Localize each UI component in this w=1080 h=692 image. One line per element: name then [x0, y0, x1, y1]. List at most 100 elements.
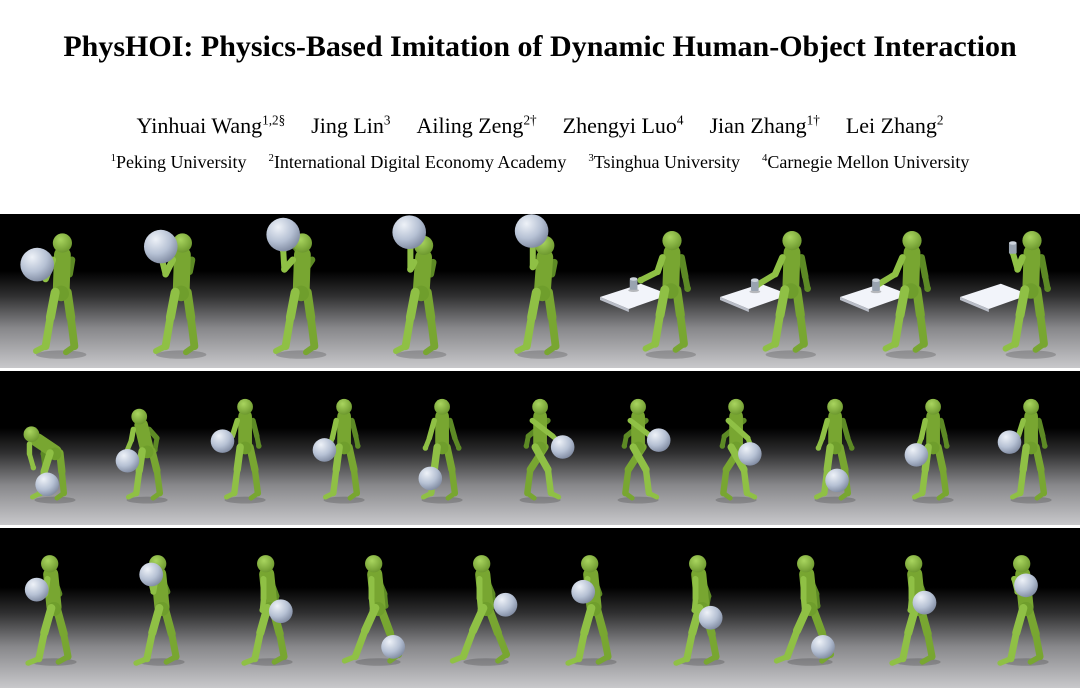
humanoid-render-lift5: [514, 213, 568, 359]
ball: [418, 466, 442, 490]
motion-frame: [884, 371, 982, 525]
humanoid-render-lift3: [266, 217, 327, 359]
motion-frame: [432, 528, 540, 688]
author-name: Jing Lin3: [311, 112, 391, 138]
ball: [912, 590, 937, 614]
motion-frame: [295, 371, 393, 525]
humanoid-render-reach1: [600, 230, 696, 359]
ball: [144, 229, 178, 263]
humanoid-render-reach2: [720, 230, 816, 359]
humanoid-render-cuplift: [960, 230, 1056, 359]
humanoid-render-dribB: [904, 398, 954, 503]
ball: [381, 634, 405, 659]
ball: [211, 428, 235, 453]
motion-frame: [960, 214, 1080, 368]
ball: [35, 472, 59, 496]
ball: [550, 434, 575, 459]
humanoid-render-reach2: [840, 230, 936, 359]
affiliation-list: 1Peking University 2International Digital…: [0, 152, 1080, 173]
motion-frame: [240, 214, 360, 368]
motion-frame: [720, 214, 840, 368]
humanoid-render-dribB: [312, 398, 365, 503]
humanoid-render-profHold2: [997, 554, 1049, 666]
ball: [493, 592, 518, 617]
motion-frame: [393, 371, 491, 525]
motion-frame: [0, 214, 120, 368]
humanoid-render-lift4: [392, 214, 447, 359]
motion-frame: [491, 371, 589, 525]
motion-frame: [687, 371, 785, 525]
teaser-row-ball-grasp-spin-and-plate-place: [0, 213, 1080, 368]
motion-frame: [972, 528, 1080, 688]
humanoid-render-dribC: [418, 398, 463, 503]
ball: [268, 598, 293, 623]
humanoid-render-dribA: [519, 398, 575, 503]
humanoid-render-profDown: [241, 554, 293, 666]
motion-frame: [120, 214, 240, 368]
humanoid-render-bent: [23, 425, 76, 503]
ball: [811, 634, 835, 659]
motion-frame: [756, 528, 864, 688]
ball: [266, 217, 300, 251]
humanoid-render-profDown: [673, 554, 725, 666]
motion-frame: [786, 371, 884, 525]
humanoid-render-profDown: [889, 554, 941, 666]
humanoid-render-dribA: [617, 398, 671, 503]
humanoid-render-crouch: [115, 408, 168, 503]
affiliation: 1Peking University: [110, 151, 247, 172]
humanoid-render-dribA: [997, 398, 1052, 503]
affiliation: 3Tsinghua University: [588, 151, 740, 172]
ball: [738, 441, 762, 466]
humanoid-render-dribA: [211, 398, 267, 503]
humanoid-render-profStep: [773, 554, 835, 666]
affiliation: 2International Digital Economy Academy: [268, 151, 567, 172]
humanoid-render-lift2: [144, 229, 207, 359]
humanoid-render-profHold2: [133, 554, 185, 666]
humanoid-render-dribC: [813, 398, 856, 503]
ball: [647, 427, 671, 452]
ball: [24, 577, 49, 602]
humanoid-render-dribB: [715, 398, 762, 503]
author-name: Yinhuai Wang1,2§: [136, 112, 286, 138]
motion-frame: [0, 371, 98, 525]
author-name: Lei Zhang2: [845, 112, 944, 138]
motion-frame: [982, 371, 1080, 525]
humanoid-render-profHold: [24, 554, 77, 666]
motion-frame: [864, 528, 972, 688]
humanoid-render-profStep: [449, 554, 518, 666]
ball: [698, 605, 723, 630]
ball: [824, 468, 849, 492]
motion-frame: [360, 214, 480, 368]
paper-title: PhysHOI: Physics-Based Imitation of Dyna…: [63, 30, 1017, 63]
ball: [20, 247, 54, 281]
motion-frame: [840, 214, 960, 368]
motion-frame: [216, 528, 324, 688]
ball: [139, 562, 164, 586]
affiliation: 4Carnegie Mellon University: [762, 151, 970, 172]
ball: [997, 429, 1022, 454]
ball: [312, 437, 336, 462]
motion-frame: [108, 528, 216, 688]
teaser-row-basketball-dribble: [0, 370, 1080, 525]
humanoid-render-profHold: [565, 554, 617, 666]
motion-frame: [600, 214, 720, 368]
motion-frame: [480, 213, 600, 368]
ball: [514, 213, 549, 248]
author-name: Ailing Zeng2†: [416, 112, 537, 138]
motion-frame: [324, 528, 432, 688]
motion-frame: [196, 371, 294, 525]
ball: [904, 442, 928, 467]
humanoid-render-lift1: [20, 232, 87, 359]
motion-frame: [540, 528, 648, 688]
motion-frame: [0, 528, 108, 688]
author-name: Jian Zhang1†: [709, 112, 820, 138]
ball: [1014, 572, 1038, 597]
teaser-figure: [0, 213, 1080, 688]
motion-frame: [589, 371, 687, 525]
author-name: Zhengyi Luo4: [562, 112, 684, 138]
author-list: Yinhuai Wang1,2§ Jing Lin3 Ailing Zeng2† Zh…: [0, 113, 1080, 139]
ball: [392, 214, 426, 249]
ball: [571, 579, 596, 604]
humanoid-render-profStep: [341, 554, 405, 666]
